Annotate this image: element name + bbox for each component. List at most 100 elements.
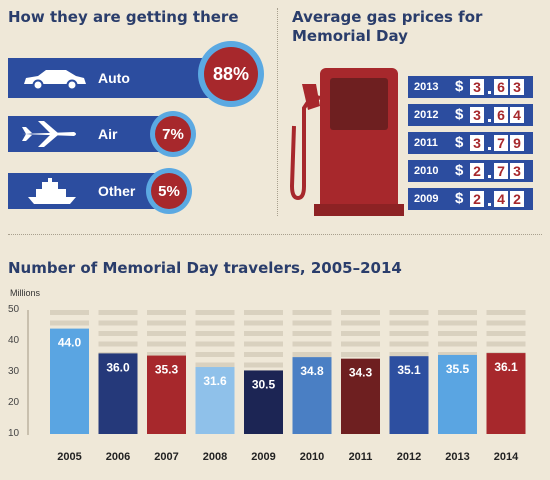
gas-price-digit: 4: [510, 107, 524, 123]
bar-value-label: 44.0: [58, 336, 82, 350]
bar-background-stripe: [292, 331, 332, 336]
x-tick-label: 2014: [493, 451, 519, 463]
y-tick-label: 10: [8, 428, 20, 439]
bar-background-stripe: [389, 352, 429, 357]
bar-2010: [292, 357, 332, 434]
bar-background-stripe: [195, 352, 235, 357]
bar-background-stripe: [147, 352, 186, 357]
gas-price-digit: 3: [470, 135, 484, 151]
transport-label-auto: Auto: [98, 70, 130, 86]
bar-2009: [244, 370, 283, 434]
x-tick-label: 2010: [299, 451, 325, 463]
decimal-point: [488, 175, 491, 178]
bar-2011: [341, 358, 380, 434]
x-tick-label: 2005: [57, 451, 82, 463]
bar-background-stripe: [486, 331, 526, 336]
transport-row-auto: Auto: [8, 58, 223, 98]
bar-background-stripe: [389, 310, 429, 315]
bar-background-stripe: [438, 352, 477, 357]
bar-background-stripe: [147, 341, 186, 347]
bar-value-label: 30.5: [252, 377, 276, 391]
bar-background-stripe: [244, 310, 283, 315]
bar-background-stripe: [341, 310, 380, 315]
bar-2013: [438, 354, 477, 434]
bar-value-label: 34.3: [349, 366, 373, 380]
dollar-sign: $: [455, 162, 464, 179]
y-tick-label: 50: [8, 304, 20, 315]
car-icon: [22, 68, 88, 93]
bar-background-stripe: [244, 352, 283, 357]
gas-price-digit: 7: [494, 163, 508, 179]
gas-price-digit: 2: [470, 163, 484, 179]
x-tick-label: 2006: [105, 451, 131, 463]
transport-row-air: Air: [8, 116, 168, 152]
bar-background-stripe: [195, 310, 235, 315]
bar-background-stripe: [341, 341, 380, 347]
x-tick-label: 2012: [396, 451, 422, 463]
x-tick-label: 2007: [154, 451, 179, 463]
bar-value-label: 35.1: [397, 363, 421, 377]
bar-background-stripe: [438, 310, 477, 315]
gas-price-row: 2011 $3 7 9: [408, 132, 533, 154]
y-tick-label: 40: [8, 335, 20, 346]
bar-value-label: 31.6: [203, 374, 227, 388]
air-percent-badge: 7%: [150, 111, 196, 157]
decimal-point: [488, 203, 491, 206]
dollar-sign: $: [455, 134, 464, 151]
bar-background-stripe: [147, 331, 186, 336]
x-tick-label: 2009: [251, 451, 276, 463]
gas-year: 2009: [414, 193, 439, 205]
air-percent: 7%: [155, 116, 191, 152]
bar-2012: [389, 356, 429, 434]
bar-2006: [98, 353, 138, 434]
bar-background-stripe: [147, 310, 186, 315]
bar-background-stripe: [244, 320, 283, 326]
gas-year: 2012: [414, 109, 439, 121]
gas-price-digit: 2: [510, 191, 524, 207]
bar-background-stripe: [98, 310, 138, 315]
gas-price-digit: 4: [494, 191, 508, 207]
bar-background-stripe: [50, 320, 89, 326]
bar-background-stripe: [389, 331, 429, 336]
gas-price-digit: 3: [510, 79, 524, 95]
bar-background-stripe: [195, 362, 235, 368]
airplane-icon: [20, 120, 78, 151]
bar-background-stripe: [50, 310, 89, 315]
bar-background-stripe: [292, 352, 332, 357]
bar-background-stripe: [195, 331, 235, 336]
transport-label-air: Air: [98, 126, 118, 142]
bar-background-stripe: [486, 320, 526, 326]
bar-background-stripe: [341, 352, 380, 357]
x-tick-label: 2008: [202, 451, 228, 463]
ship-icon: [24, 177, 80, 208]
gas-pump-icon: [290, 68, 404, 216]
bar-background-stripe: [438, 341, 477, 347]
other-percent-badge: 5%: [146, 168, 192, 214]
bar-value-label: 35.5: [446, 362, 470, 376]
dollar-sign: $: [455, 78, 464, 95]
auto-percent: 88%: [204, 47, 258, 101]
gas-price-digit: 2: [470, 191, 484, 207]
gas-price-digit: 3: [470, 107, 484, 123]
gas-year: 2010: [414, 165, 439, 177]
gas-price-row: 2010 $2 7 3: [408, 160, 533, 182]
gas-year: 2011: [414, 137, 438, 149]
decimal-point: [488, 91, 491, 94]
gas-title-line1: Average gas prices for: [292, 8, 483, 26]
gas-price-digit: 7: [494, 135, 508, 151]
bar-background-stripe: [438, 331, 477, 336]
bar-background-stripe: [389, 320, 429, 326]
gas-price-digit: 3: [470, 79, 484, 95]
section-divider-horizontal: [8, 234, 542, 235]
bar-background-stripe: [341, 320, 380, 326]
bar-value-label: 35.3: [155, 363, 179, 377]
x-tick-label: 2011: [348, 451, 373, 463]
gas-price-digit: 3: [510, 163, 524, 179]
bar-background-stripe: [292, 341, 332, 347]
y-tick-label: 30: [8, 366, 20, 377]
x-tick-label: 2013: [445, 451, 470, 463]
travelers-title: Number of Memorial Day travelers, 2005–2…: [8, 259, 402, 277]
bar-2007: [147, 355, 186, 434]
transport-label-other: Other: [98, 183, 136, 199]
